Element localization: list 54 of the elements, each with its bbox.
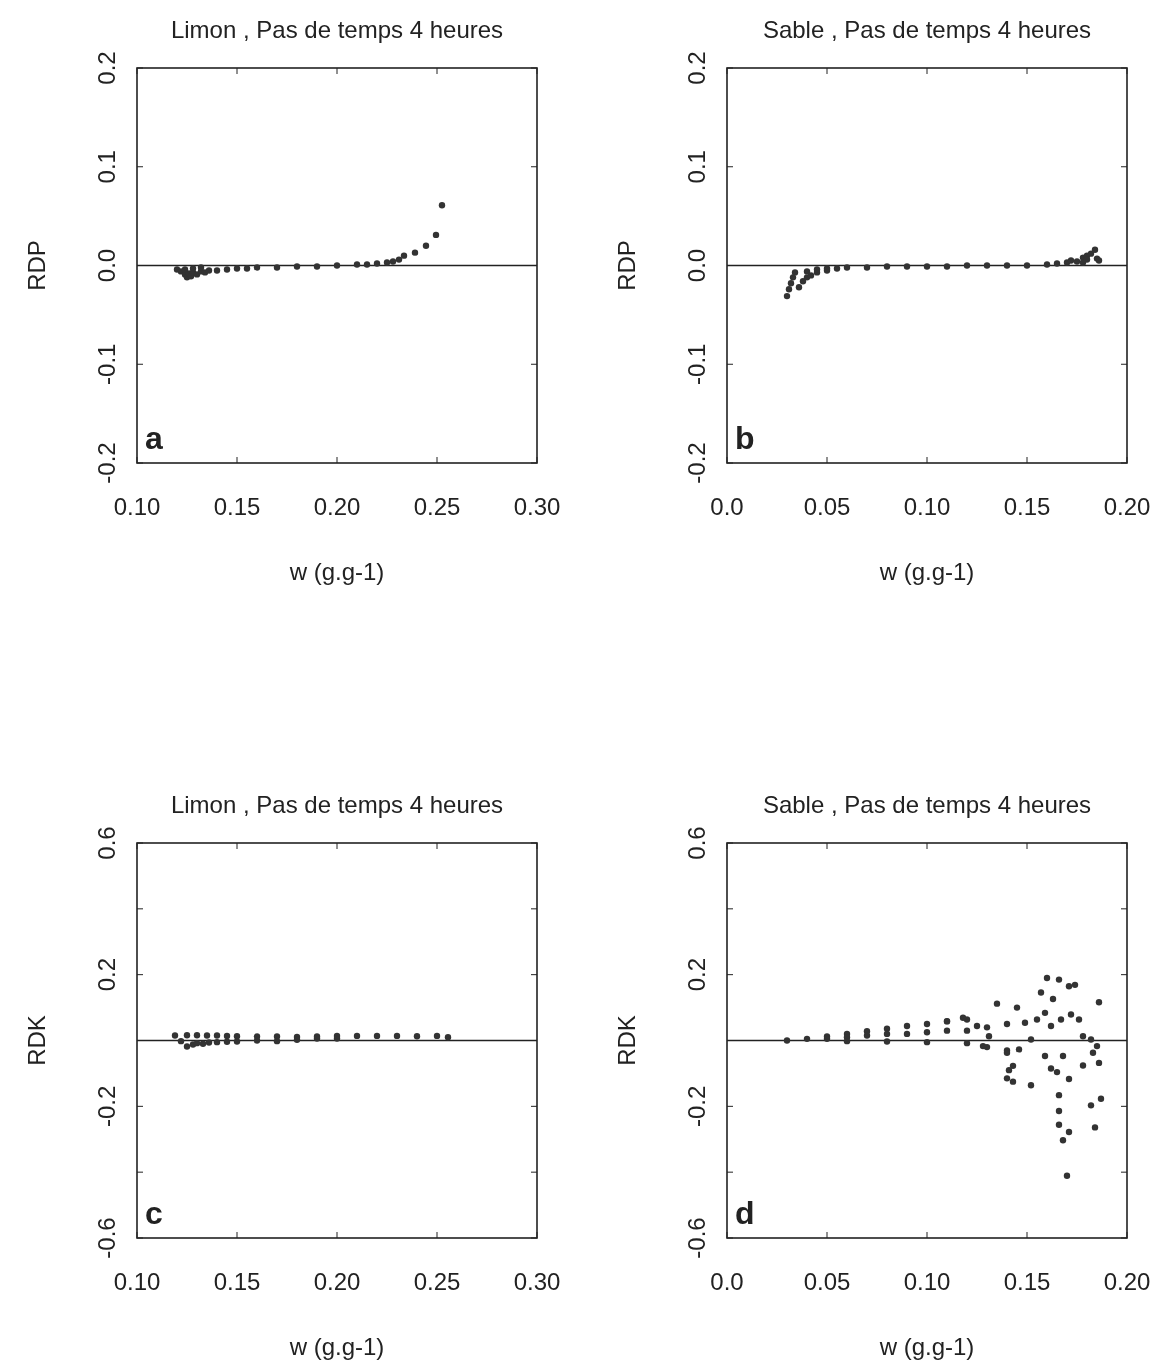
chart-title: Limon , Pas de temps 4 heures bbox=[170, 16, 504, 43]
annotation: a bbox=[145, 420, 163, 456]
x-tick-label: 0.10 bbox=[113, 1268, 161, 1295]
x-tick-label: 0.0 bbox=[710, 1268, 744, 1295]
x-tick-label: 0.20 bbox=[313, 493, 361, 520]
x-axis-title: w (g.g-1) bbox=[878, 558, 975, 585]
x-tick-label: 0.10 bbox=[903, 493, 951, 520]
y-tick-label: -0.6 bbox=[683, 1217, 710, 1259]
y-tick-label: 0.0 bbox=[93, 248, 120, 283]
y-tick-label: -0.2 bbox=[683, 442, 710, 484]
y-tick-label: 0.6 bbox=[683, 826, 710, 860]
annotation: b bbox=[735, 420, 755, 456]
x-tick-label: 0.20 bbox=[313, 1268, 361, 1295]
y-tick-label: 0.6 bbox=[93, 826, 120, 860]
y-tick-label: -0.1 bbox=[93, 343, 120, 385]
y-tick-label: 0.1 bbox=[683, 150, 710, 184]
x-axis-title: w (g.g-1) bbox=[878, 1333, 975, 1360]
x-tick-label: 0.30 bbox=[513, 1268, 561, 1295]
annotation: c bbox=[145, 1195, 163, 1231]
y-tick-label: -0.2 bbox=[93, 442, 120, 484]
chart-title: Limon , Pas de temps 4 heures bbox=[170, 791, 504, 818]
x-tick-label: 0.10 bbox=[113, 493, 161, 520]
y-tick-label: -0.1 bbox=[683, 343, 710, 385]
x-tick-label: 0.20 bbox=[1103, 493, 1151, 520]
y-tick-label: -0.6 bbox=[93, 1217, 120, 1259]
y-tick-label: 0.2 bbox=[93, 957, 120, 992]
x-tick-label: 0.25 bbox=[413, 1268, 461, 1295]
y-tick-label: 0.2 bbox=[683, 957, 710, 992]
x-tick-label: 0.15 bbox=[1003, 493, 1051, 520]
y-tick-label: 0.2 bbox=[683, 51, 710, 85]
y-tick-label: 0.2 bbox=[93, 51, 120, 85]
annotation: d bbox=[735, 1195, 755, 1231]
x-tick-label: 0.30 bbox=[513, 493, 561, 520]
x-tick-label: 0.0 bbox=[710, 493, 744, 520]
chart-title: Sable , Pas de temps 4 heures bbox=[762, 791, 1092, 818]
y-axis-title: RDP bbox=[613, 240, 640, 291]
y-axis-title: RDP bbox=[23, 240, 50, 291]
y-tick-label: -0.2 bbox=[93, 1085, 120, 1128]
chart-title: Sable , Pas de temps 4 heures bbox=[762, 16, 1092, 43]
x-axis-title: w (g.g-1) bbox=[288, 1333, 385, 1360]
y-tick-label: 0.1 bbox=[93, 150, 120, 184]
y-axis-title: RDK bbox=[23, 1015, 50, 1066]
x-tick-label: 0.05 bbox=[803, 493, 851, 520]
y-tick-label: -0.2 bbox=[683, 1085, 710, 1128]
x-axis-title: w (g.g-1) bbox=[288, 558, 385, 585]
x-tick-label: 0.10 bbox=[903, 1268, 951, 1295]
x-tick-label: 0.15 bbox=[213, 1268, 261, 1295]
y-axis-title: RDK bbox=[613, 1015, 640, 1066]
x-tick-label: 0.05 bbox=[803, 1268, 851, 1295]
x-tick-label: 0.15 bbox=[213, 493, 261, 520]
y-tick-label: 0.0 bbox=[683, 248, 710, 283]
x-tick-label: 0.20 bbox=[1103, 1268, 1151, 1295]
x-tick-label: 0.25 bbox=[413, 493, 461, 520]
x-tick-label: 0.15 bbox=[1003, 1268, 1051, 1295]
